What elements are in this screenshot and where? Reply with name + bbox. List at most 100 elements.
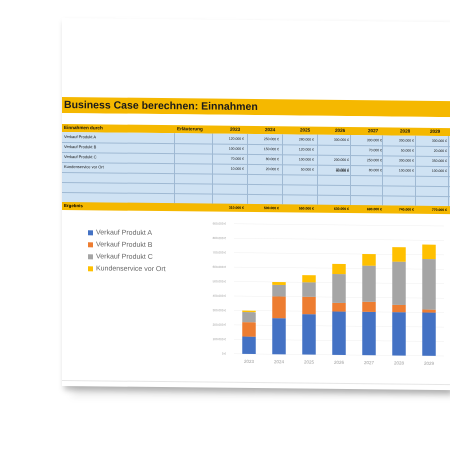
bar-segment xyxy=(302,275,316,283)
cell-value: 300.000 € xyxy=(398,138,414,143)
legend-label: Verkauf Produkt B xyxy=(96,240,153,249)
cell-value: 300.000 € xyxy=(398,158,414,163)
header-year: 2028 xyxy=(400,128,411,134)
summary-value: 500.000 € xyxy=(263,206,279,211)
row-label: Verkauf Produkt A xyxy=(64,134,97,140)
x-tick-label: 2024 xyxy=(274,359,285,364)
cell-value: 90.000 € xyxy=(335,168,349,174)
grid-divider xyxy=(212,133,213,204)
summary-value: 770.000 € xyxy=(431,207,447,213)
bar-segment xyxy=(422,312,436,356)
y-tick-label: 900.000 € xyxy=(213,222,227,226)
bar-segment xyxy=(332,273,346,303)
legend-swatch xyxy=(88,265,93,271)
bar-segment xyxy=(242,311,256,323)
bar-segment xyxy=(422,258,436,310)
bar-segment xyxy=(332,311,346,355)
legend-item: Verkauf Produkt A xyxy=(88,226,166,239)
cell-value: 250.000 € xyxy=(263,137,279,142)
cell-value: 120.000 € xyxy=(298,147,314,152)
legend-label: Kundenservice vor Ort xyxy=(96,264,166,273)
bar-segment xyxy=(272,284,286,297)
y-tick-label: 800.000 € xyxy=(213,236,227,240)
legend-swatch xyxy=(88,229,93,235)
cell-value: 100.000 € xyxy=(431,168,447,174)
cell-value: 300.000 € xyxy=(366,138,382,143)
bar-segment xyxy=(302,282,316,297)
y-tick-label: 600.000 € xyxy=(213,265,227,269)
x-tick-label: 2028 xyxy=(394,360,405,365)
bar-segment xyxy=(272,296,286,319)
bar-segment xyxy=(332,263,346,275)
gridline xyxy=(234,252,444,256)
row-label: Verkauf Produkt B xyxy=(64,144,97,150)
legend-swatch xyxy=(88,241,93,247)
header-year: 2029 xyxy=(430,128,441,134)
stacked-bar-chart: 0 € 100.000 € 200.000 € 300.000 € 400.000 € 5… xyxy=(213,222,444,366)
grid-divider xyxy=(282,134,283,205)
bar-segment xyxy=(422,244,436,260)
grid-divider xyxy=(448,136,449,207)
summary-value: 550.000 € xyxy=(298,206,314,211)
y-tick-label: 0 € xyxy=(222,352,227,356)
row-label: Verkauf Produkt C xyxy=(64,154,97,160)
cell-value: 70.000 € xyxy=(230,156,244,161)
row-label: Kundenservice vor Ort xyxy=(64,164,104,170)
bar-segment xyxy=(332,302,346,312)
bar-segment xyxy=(392,312,406,356)
bar-segment xyxy=(272,318,286,355)
x-tick-label: 2026 xyxy=(334,360,345,365)
grid-divider xyxy=(382,135,383,206)
legend-label: Verkauf Produkt C xyxy=(96,252,153,261)
bar-segment xyxy=(392,304,406,313)
header-year: 2025 xyxy=(300,127,311,133)
x-tick-label: 2023 xyxy=(244,359,255,364)
legend-item: Kundenservice vor Ort xyxy=(88,262,166,275)
cell-value: 50.000 € xyxy=(400,148,414,153)
cell-value: 70.000 € xyxy=(368,148,382,153)
cell-value: 150.000 € xyxy=(263,147,279,152)
cell-value: 20.000 € xyxy=(433,148,447,154)
data-grid: Verkauf Produkt A 120.000 € 250.000 € 280.0… xyxy=(62,132,450,208)
bar-segment xyxy=(242,322,256,337)
legend-label: Verkauf Produkt A xyxy=(96,228,153,237)
y-tick-label: 300.000 € xyxy=(213,308,227,312)
chart-legend: Verkauf Produkt A Verkauf Produkt B Verkau… xyxy=(88,226,166,275)
legend-swatch xyxy=(88,253,93,259)
cell-value: 80.000 € xyxy=(265,157,279,162)
cell-value: 80.000 € xyxy=(368,168,382,173)
cell-value: 50.000 € xyxy=(300,167,314,172)
cell-value: 200.000 € xyxy=(333,157,349,163)
header-year: 2026 xyxy=(335,127,346,133)
header-erlaeuterung: Erläuterung xyxy=(177,126,203,132)
summary-value: 310.000 € xyxy=(228,205,244,210)
cell-value: 100.000 € xyxy=(228,146,244,151)
cell-value: 100.000 € xyxy=(398,168,414,173)
gridline xyxy=(234,237,444,241)
cell-value: 300.000 € xyxy=(431,138,447,144)
summary-value: 690.000 € xyxy=(366,207,382,212)
grid-divider xyxy=(415,135,416,206)
bar-segment xyxy=(392,247,406,262)
bar-segment xyxy=(242,336,256,355)
cell-value: 20.000 € xyxy=(265,167,279,172)
bar-segment xyxy=(362,265,376,302)
gridline xyxy=(234,223,444,227)
y-tick-label: 500.000 € xyxy=(213,279,227,283)
x-tick-label: 2029 xyxy=(424,361,435,366)
cell-value: 300.000 € xyxy=(333,137,349,143)
legend-item: Verkauf Produkt C xyxy=(88,250,166,263)
header-year: 2023 xyxy=(230,126,241,132)
bar-segment xyxy=(362,311,376,356)
y-tick-label: 700.000 € xyxy=(213,250,227,254)
bar-segment xyxy=(392,261,406,306)
cell-value: 250.000 € xyxy=(366,158,382,163)
x-tick-label: 2025 xyxy=(304,360,315,365)
cell-value: 100.000 € xyxy=(298,157,314,162)
header-year: 2024 xyxy=(265,127,276,133)
legend-item: Verkauf Produkt B xyxy=(88,238,166,251)
bar-segment xyxy=(302,314,316,355)
bar-segment xyxy=(242,310,256,313)
summary-value: 630.000 € xyxy=(333,206,349,212)
cell-value: 350.000 € xyxy=(431,158,447,164)
